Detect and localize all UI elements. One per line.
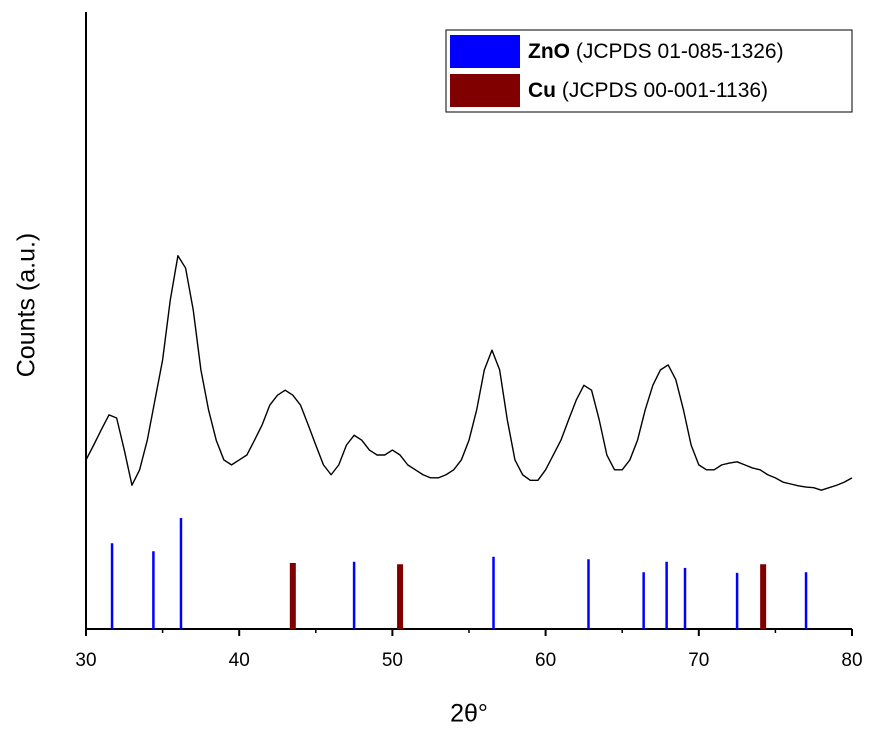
legend-swatch — [450, 35, 520, 68]
x-tick-label: 70 — [688, 650, 709, 671]
x-tick-label: 80 — [841, 650, 862, 671]
y-axis-label: Counts (a.u.) — [13, 233, 41, 378]
x-tick-label: 30 — [75, 650, 96, 671]
legend-name: ZnO — [528, 40, 570, 63]
x-tick-label: 50 — [382, 650, 403, 671]
legend-text: Cu (JCPDS 00-001-1136) — [528, 79, 768, 102]
legend-name: Cu — [528, 79, 556, 102]
x-tick-label: 60 — [535, 650, 556, 671]
x-tick-label: 40 — [229, 650, 250, 671]
xrd-pattern — [85, 255, 853, 491]
legend-swatch — [450, 74, 520, 107]
legend-card: (JCPDS 00-001-1136) — [562, 79, 768, 102]
legend-card: (JCPDS 01-085-1326) — [576, 40, 784, 63]
x-axis-label: 2θ° — [450, 700, 488, 728]
legend-text: ZnO (JCPDS 01-085-1326) — [528, 40, 784, 63]
